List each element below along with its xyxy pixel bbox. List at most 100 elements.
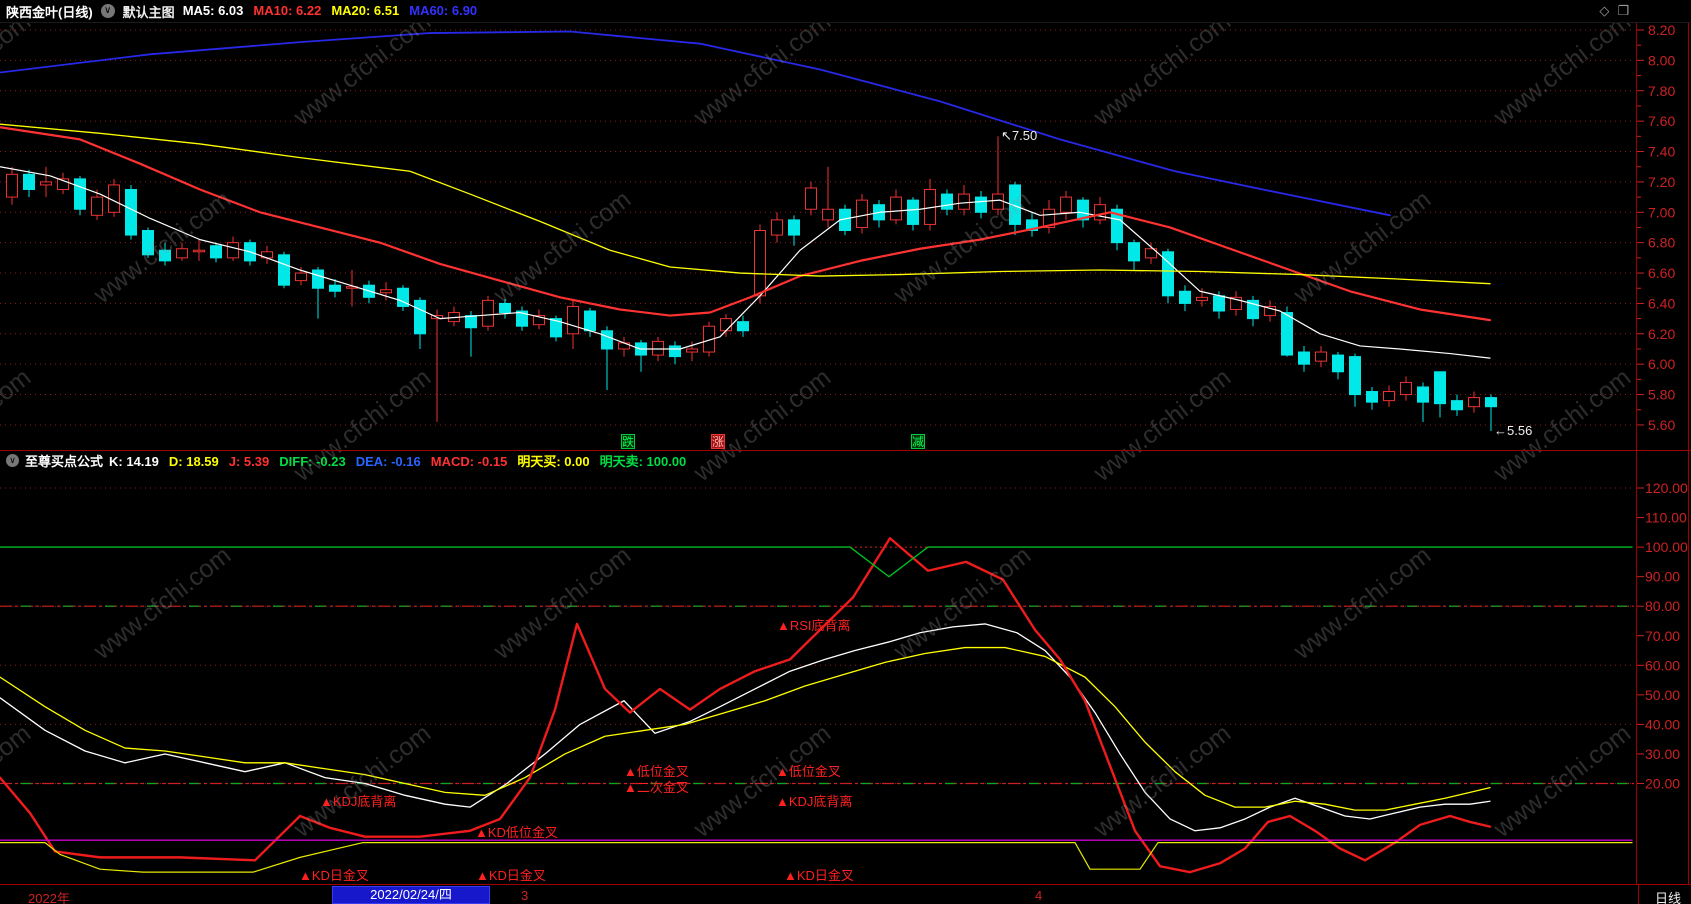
- candle-body: [1400, 381, 1412, 396]
- indicator-value: 明天买: 0.00: [517, 453, 590, 469]
- price-axis-label: 6.40: [1648, 295, 1675, 311]
- indicator-name[interactable]: 至尊买点公式: [25, 454, 104, 469]
- chevron-down-icon[interactable]: ∨: [100, 4, 115, 18]
- title-bar: 陕西金叶(日线) ∨ 默认主图 MA5: 6.03 MA10: 6.22 MA20:…: [0, 0, 1691, 23]
- indicator-annotation: ▲KDJ底背离: [776, 794, 853, 809]
- candle-body: [669, 345, 681, 358]
- ma-values: MA5: 6.03 MA10: 6.22 MA20: 6.51 MA60: 6.90: [183, 2, 487, 20]
- axis-frame-line: [1636, 23, 1637, 884]
- candle-body: [1026, 219, 1038, 232]
- price-axis-label: 6.60: [1648, 265, 1675, 281]
- candle-body: [1281, 312, 1293, 356]
- candle-body: [1298, 351, 1310, 365]
- month-marker: 3: [521, 888, 529, 903]
- candle-body: [975, 196, 987, 213]
- indicator-value: 明天卖: 100.00: [599, 453, 687, 469]
- candle-body: [397, 287, 409, 307]
- indicator-chart[interactable]: 120.00 110.00 100.00 90.00 80.00 70.00 60.00 50…: [0, 470, 1691, 884]
- candle-body: [652, 340, 664, 356]
- candle-body: [771, 219, 783, 236]
- indicator-value: K: 14.19: [109, 453, 159, 469]
- indicator-annotation: ▲RSI底背离: [777, 618, 851, 633]
- period-label[interactable]: 日线: [1655, 891, 1682, 904]
- candle-body: [822, 208, 834, 221]
- candle-body: [23, 173, 35, 190]
- candle-body: [1247, 299, 1259, 320]
- indicator-axis-label: 70.00: [1645, 628, 1680, 644]
- candle-body: [1043, 208, 1055, 228]
- candle-body: [1094, 204, 1106, 221]
- panel-layout-icon[interactable]: ❐: [1617, 3, 1629, 18]
- year-label: 2022年: [28, 891, 70, 904]
- candle-body: [1485, 397, 1497, 408]
- window-icons: ◇ ❐: [1599, 3, 1629, 19]
- indicator-annotation: ▲低位金叉: [624, 764, 689, 779]
- candle-body: [1213, 295, 1225, 312]
- indicator-annotation: ▲KD日金叉: [784, 868, 854, 883]
- candle-body: [40, 181, 52, 186]
- indicator-values: K: 14.19 D: 18.59 J: 5.39 DIFF: -0.23 DEA: -…: [109, 451, 696, 471]
- candle-body: [941, 193, 953, 210]
- price-axis-label: 8.00: [1648, 52, 1675, 68]
- candle-body: [737, 321, 749, 332]
- price-axis-label: 6.80: [1648, 235, 1675, 251]
- candle-body: [380, 289, 392, 294]
- candle-body: [958, 193, 970, 210]
- candle-body: [329, 284, 341, 292]
- indicator-axis-label: 80.00: [1645, 598, 1680, 614]
- j_red-line: [0, 537, 1492, 874]
- overlay-name[interactable]: 默认主图: [122, 4, 175, 20]
- main-candlestick-chart[interactable]: 8.20 8.00 7.80 7.60 7.40 7.20 7.00 6.80 6.60 6.40…: [0, 23, 1691, 450]
- candle-body: [1145, 248, 1157, 259]
- ma-value: MA20: 6.51: [331, 3, 400, 18]
- signal-marker: 涨: [711, 434, 725, 449]
- ma-value: MA60: 6.90: [409, 3, 478, 18]
- sell_tomorrow_green-line: [0, 546, 1633, 578]
- chevron-down-icon[interactable]: ∨: [6, 454, 19, 467]
- candle-body: [499, 302, 511, 314]
- candle-body: [278, 254, 290, 286]
- candle-body: [1230, 296, 1242, 310]
- signal-marker: 跌: [621, 434, 635, 449]
- price-axis-label: 5.60: [1648, 417, 1675, 433]
- indicator-axis-label: 20.00: [1645, 776, 1680, 792]
- indicator-axis-label: 50.00: [1645, 687, 1680, 703]
- candle-body: [890, 196, 902, 221]
- cursor-date-box[interactable]: 2022/02/24/四: [332, 886, 490, 904]
- candle-body: [1162, 251, 1174, 297]
- candle-body: [856, 199, 868, 228]
- candle-body: [1332, 354, 1344, 373]
- candle-body: [992, 193, 1004, 210]
- indicator-header: ∨ 至尊买点公式 K: 14.19 D: 18.59 J: 5.39 DIFF: -0…: [0, 452, 1646, 469]
- candle-body: [482, 299, 494, 327]
- candle-body: [91, 196, 103, 216]
- candle-body: [1349, 356, 1361, 396]
- diamond-icon[interactable]: ◇: [1599, 3, 1610, 18]
- candle-body: [1128, 242, 1140, 262]
- price-axis-label: 8.20: [1648, 23, 1675, 38]
- indicator-annotation: ▲KD日金叉: [476, 868, 546, 883]
- price-axis-label: 7.80: [1648, 83, 1675, 99]
- k_white-line: [0, 623, 1491, 832]
- indicator-axis-label: 60.00: [1645, 657, 1680, 673]
- status-bar: 2022年 2022/02/24/四 3 4 日线: [0, 884, 1691, 904]
- price-annotation: ↖7.50: [1001, 128, 1038, 143]
- candle-body: [720, 318, 732, 332]
- candle-body: [1179, 290, 1191, 304]
- ma5-line: [0, 166, 1491, 359]
- candle-body: [550, 318, 562, 338]
- indicator-value: J: 5.39: [228, 453, 270, 469]
- ma20-line: [0, 123, 1491, 285]
- symbol-title: 陕西金叶(日线): [6, 4, 93, 20]
- month-marker: 4: [1035, 888, 1043, 903]
- candle-body: [1196, 296, 1208, 301]
- candle-body: [159, 249, 171, 262]
- price-axis-label: 7.40: [1648, 144, 1675, 160]
- candle-body: [142, 230, 154, 256]
- indicator-axis-label: 40.00: [1645, 716, 1680, 732]
- indicator-axis-label: 110.00: [1645, 510, 1687, 526]
- indicator-annotation: ▲低位金叉: [776, 764, 841, 779]
- d_yellow-line: [0, 646, 1491, 811]
- candle-body: [1111, 208, 1123, 244]
- indicator-value: MACD: -0.15: [430, 453, 508, 469]
